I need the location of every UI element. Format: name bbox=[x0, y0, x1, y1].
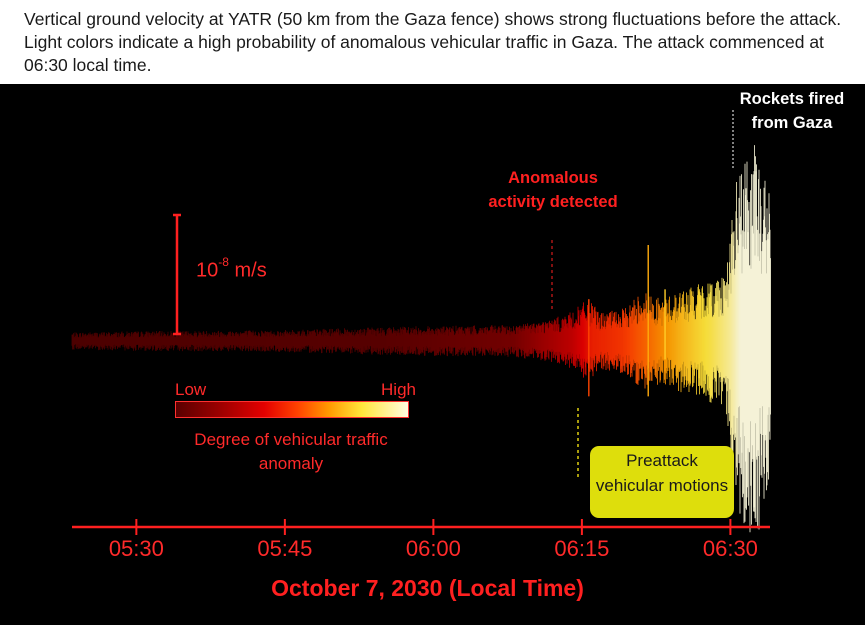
x-axis-title: October 7, 2030 (Local Time) bbox=[271, 575, 584, 601]
colorbar-title: Degree of vehicular traffic anomaly bbox=[194, 430, 388, 473]
seismogram-panel: Rockets fired from Gaza Anomalous activi… bbox=[0, 84, 865, 625]
x-tick-label: 06:15 bbox=[554, 536, 610, 561]
annotation-lines bbox=[173, 110, 734, 478]
x-tick-label: 05:30 bbox=[108, 536, 164, 561]
colorbar-low-label: Low bbox=[175, 380, 207, 399]
colorbar-high-label: High bbox=[381, 380, 416, 399]
scale-exponent: -8 bbox=[218, 255, 229, 269]
anomaly-detected-label: Anomalous activity detected bbox=[488, 169, 618, 211]
preattack-box bbox=[590, 446, 734, 518]
time-axis bbox=[72, 519, 770, 535]
scale-base: 10 bbox=[196, 259, 219, 282]
waveform-group bbox=[71, 145, 771, 533]
x-tick-label: 06:00 bbox=[405, 536, 461, 561]
colorbar bbox=[175, 401, 409, 418]
x-tick-label: 05:45 bbox=[257, 536, 313, 561]
scale-bar-label: 10-8 m/s bbox=[196, 255, 267, 283]
preattack-label: Preattack vehicular motions bbox=[595, 451, 729, 495]
x-tick-label: 06:30 bbox=[702, 536, 758, 561]
figure-caption: Vertical ground velocity at YATR (50 km … bbox=[24, 9, 842, 75]
rockets-fired-label: Rockets fired from Gaza bbox=[739, 90, 845, 132]
scale-unit: m/s bbox=[228, 259, 267, 282]
seismogram-plot bbox=[71, 110, 771, 535]
